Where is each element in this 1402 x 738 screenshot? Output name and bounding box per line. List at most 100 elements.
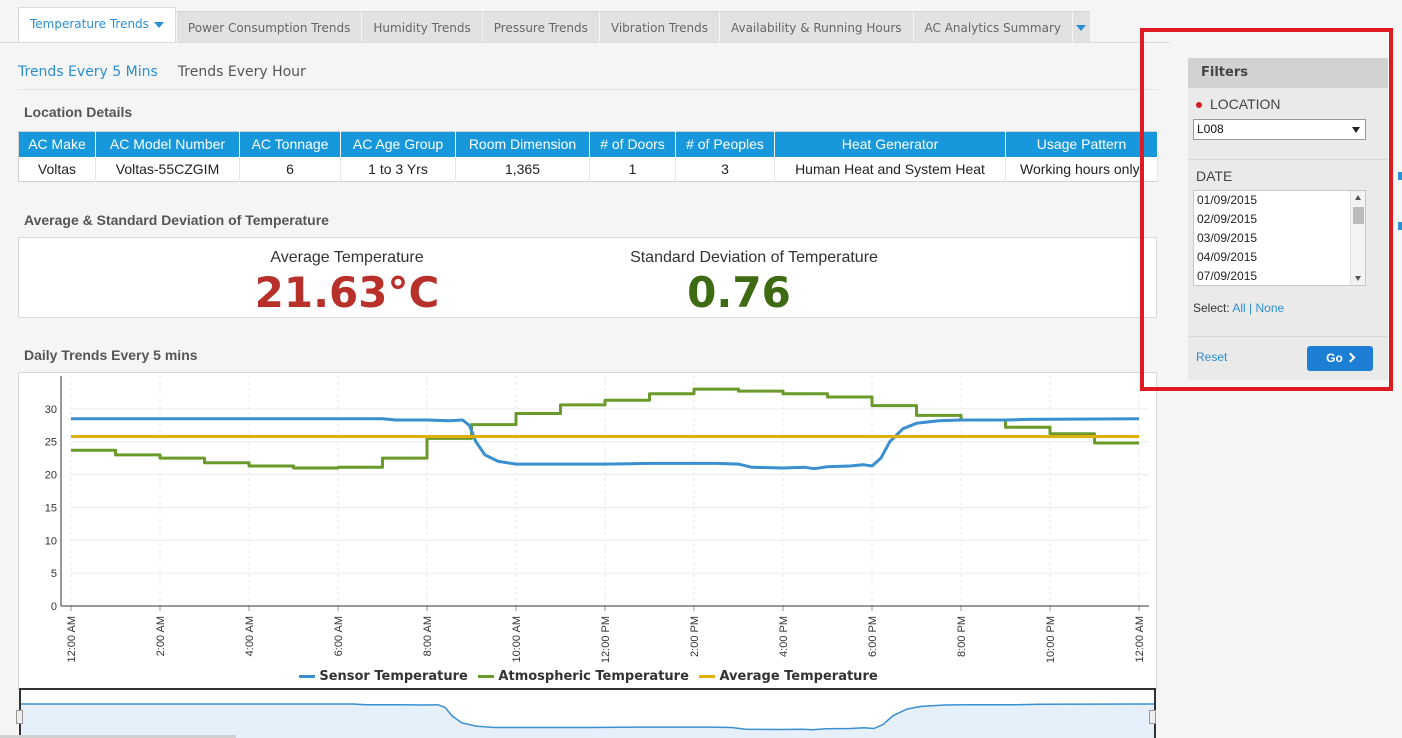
location-label-text: LOCATION [1210,96,1281,112]
legend-item-sensor[interactable]: Sensor Temperature [299,669,468,684]
tab-humidity-trends[interactable]: Humidity Trends [362,11,482,43]
date-option[interactable]: 04/09/2015 [1197,250,1258,264]
x-tick-label: 2:00 PM [689,616,701,657]
legend-item-average[interactable]: Average Temperature [699,669,878,684]
edge-marker [1398,222,1402,230]
chart-legend: Sensor Temperature Atmospheric Temperatu… [19,669,1158,684]
legend-item-atmospheric[interactable]: Atmospheric Temperature [478,669,689,684]
y-tick-label: 0 [51,601,57,613]
tab-availability-running-hours[interactable]: Availability & Running Hours [719,11,913,43]
column-header: Room Dimension [455,131,590,157]
x-tick-label: 10:00 PM [1045,616,1057,663]
more-tabs-button[interactable] [1073,11,1091,43]
table-cell: 3 [675,156,775,182]
y-tick-label: 25 [45,437,57,449]
legend-label: Average Temperature [719,669,878,684]
y-tick-label: 30 [45,404,57,416]
tab-power-consumption-trends[interactable]: Power Consumption Trends [176,11,362,43]
date-list-scrollbar[interactable] [1350,191,1365,285]
navigator-left-handle[interactable] [16,710,23,724]
column-header: # of Peoples [675,131,775,157]
table-cell: 1 to 3 Yrs [340,156,456,182]
scroll-down-icon[interactable] [1355,276,1361,281]
column-header: Usage Pattern [1005,131,1158,157]
navigator-area [21,704,1154,738]
location-table: AC Make AC Model Number AC Tonnage AC Ag… [18,131,1158,182]
x-tick-label: 8:00 PM [956,616,968,657]
table-cell: Voltas-55CZGIM [95,156,240,182]
go-button[interactable]: Go [1307,346,1373,371]
date-filter-label: DATE [1196,168,1233,184]
x-tick-label: 12:00 AM [1134,616,1146,662]
tab-temperature-trends[interactable]: Temperature Trends [18,7,176,43]
stats-title: Average & Standard Deviation of Temperat… [24,212,329,228]
subtab-five-min[interactable]: Trends Every 5 Mins [18,64,158,80]
date-listbox[interactable]: 01/09/2015 02/09/2015 03/09/2015 04/09/2… [1193,190,1366,286]
horizontal-scrollbar[interactable] [0,735,236,738]
select-divider: | [1249,301,1253,315]
location-details-title: Location Details [24,104,133,120]
tab-divider [0,42,1170,43]
chevron-down-icon [1076,25,1087,31]
chart-navigator[interactable] [19,688,1156,738]
tab-pressure-trends[interactable]: Pressure Trends [482,11,599,43]
y-tick-label: 5 [51,568,57,580]
tab-bar: Temperature Trends Power Consumption Tre… [18,7,1091,43]
table-cell: 1 [589,156,676,182]
date-option[interactable]: 01/09/2015 [1197,193,1258,207]
table-cell: Working hours only [1005,156,1158,182]
legend-label: Sensor Temperature [319,669,468,684]
scroll-thumb[interactable] [1353,207,1364,224]
column-header: # of Doors [589,131,676,157]
navigator-preview [21,703,1154,738]
navigator-right-handle[interactable] [1149,710,1156,724]
subtab-divider [18,89,1158,90]
std-dev-label: Standard Deviation of Temperature [630,249,878,266]
avg-temperature-label: Average Temperature [270,249,424,266]
x-tick-label: 10:00 AM [511,616,523,662]
std-dev-value: 0.76 [687,268,791,317]
subtab-hour[interactable]: Trends Every Hour [177,64,306,80]
date-option[interactable]: 02/09/2015 [1197,212,1258,226]
table-cell: 1,365 [455,156,590,182]
location-filter-label: LOCATION [1196,96,1281,112]
date-option[interactable]: 03/09/2015 [1197,231,1258,245]
navigator-series-line [21,703,1154,731]
table-cell: Human Heat and System Heat [774,156,1006,182]
go-label: Go [1326,351,1343,365]
y-tick-label: 10 [45,535,57,547]
date-option[interactable]: 07/09/2015 [1197,269,1258,283]
x-tick-label: 4:00 AM [244,616,256,656]
table-cell: 6 [239,156,341,182]
location-select[interactable]: L008 [1193,119,1366,140]
chevron-down-icon[interactable] [153,21,164,28]
tab-ac-analytics-summary[interactable]: AC Analytics Summary [913,11,1073,43]
select-all-none: Select: All | None [1193,301,1284,315]
table-header-row: AC Make AC Model Number AC Tonnage AC Ag… [18,131,1158,157]
series-line [71,417,1140,471]
reset-link[interactable]: Reset [1196,350,1228,364]
y-tick-label: 15 [45,502,57,514]
tab-label: Temperature Trends [30,17,149,31]
legend-swatch [699,675,716,678]
column-header: AC Make [18,131,96,157]
filter-divider [1188,336,1388,337]
legend-swatch [299,675,316,678]
x-tick-label: 8:00 AM [422,616,434,656]
daily-trends-chart: 0 5 10 15 20 25 30 12:00 AM 2:00 AM 4:00 AM 6:00 A… [18,372,1157,690]
x-tick-label: 6:00 AM [333,616,345,656]
legend-label: Atmospheric Temperature [498,669,689,684]
select-all-link[interactable]: All [1232,301,1246,315]
filter-divider [1188,159,1388,160]
legend-swatch [478,675,495,678]
filters-panel: Filters LOCATION L008 DATE 01/09/2015 02… [1188,58,1388,380]
select-label: Select: [1193,301,1230,315]
column-header: AC Tonnage [239,131,341,157]
x-tick-label: 12:00 AM [66,616,78,662]
y-tick-label: 20 [45,470,57,482]
tab-vibration-trends[interactable]: Vibration Trends [599,11,719,43]
series-line [71,387,1139,470]
scroll-up-icon[interactable] [1355,195,1361,200]
select-none-link[interactable]: None [1255,301,1285,315]
